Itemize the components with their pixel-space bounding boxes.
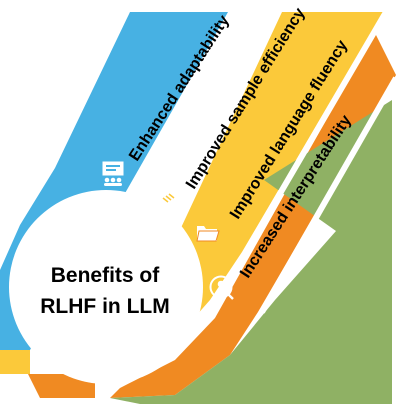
user-search-icon — [209, 275, 234, 300]
meeting-icon — [102, 161, 124, 186]
center-circle — [9, 190, 203, 384]
band-increased-interpretability — [110, 100, 392, 404]
folder-icon — [196, 226, 220, 242]
band-improved-language-fluency — [110, 33, 396, 398]
center-title-line1: Benefits of — [51, 264, 161, 287]
band-end-yellow — [0, 350, 30, 374]
divider-line — [259, 76, 399, 314]
center-title-line2: RLHF in LLM — [40, 295, 169, 318]
divider-line — [237, 10, 389, 264]
handshake-icon — [156, 190, 180, 206]
band-end-orange — [28, 374, 95, 398]
